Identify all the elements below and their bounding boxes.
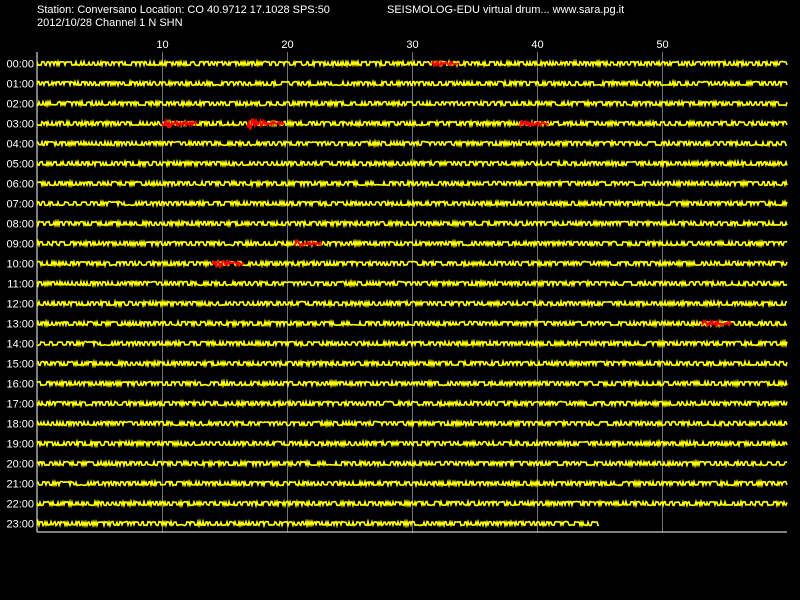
hour-label-0700: 07:00 (6, 199, 34, 211)
x-tick-label-30: 30 (406, 39, 418, 51)
trace-2300 (36, 518, 600, 529)
event-0300-2 (246, 118, 285, 130)
x-tick-label-10: 10 (156, 39, 168, 51)
trace-0600 (36, 178, 788, 189)
hour-label-1800: 18:00 (6, 419, 34, 431)
hour-label-1400: 14:00 (6, 339, 34, 351)
hour-label-1100: 11:00 (7, 279, 34, 291)
hour-label-0300: 03:00 (6, 119, 34, 131)
hour-label-0200: 02:00 (6, 99, 34, 111)
hour-label-1500: 15:00 (6, 359, 34, 371)
x-tick-label-20: 20 (281, 39, 293, 51)
station-info: Station: Conversano Location: CO 40.9712… (37, 4, 330, 16)
trace-1400 (36, 338, 788, 349)
trace-0700 (36, 198, 788, 209)
hour-label-0800: 08:00 (6, 219, 34, 231)
hour-label-0600: 06:00 (6, 179, 34, 191)
event-0300-1 (161, 117, 198, 130)
hour-label-1900: 19:00 (6, 439, 34, 451)
hour-label-2200: 22:00 (6, 499, 34, 511)
hour-label-1000: 10:00 (6, 259, 34, 271)
trace-1300 (36, 318, 788, 329)
x-tick-label-40: 40 (531, 39, 543, 51)
hour-label-1700: 17:00 (6, 399, 34, 411)
hour-label-0400: 04:00 (6, 139, 34, 151)
trace-0800 (36, 218, 788, 229)
trace-1600 (36, 378, 788, 389)
event-1000-5 (211, 259, 245, 269)
trace-2000 (36, 458, 787, 469)
trace-0900 (36, 238, 788, 249)
trace-2100 (37, 478, 788, 489)
x-tick-label-50: 50 (656, 39, 668, 51)
hour-label-2000: 20:00 (6, 459, 34, 471)
hour-label-1300: 13:00 (6, 319, 34, 331)
event-0900-4 (293, 238, 323, 249)
app-title: SEISMOLOG-EDU virtual drum... www.sara.p… (387, 4, 625, 16)
trace-0100 (36, 78, 788, 89)
trace-1700 (36, 398, 788, 409)
event-1300-6 (701, 318, 732, 329)
trace-0400 (36, 138, 788, 149)
hour-label-1600: 16:00 (6, 379, 34, 391)
hour-label-1200: 12:00 (6, 299, 34, 311)
trace-1100 (36, 278, 788, 289)
trace-1900 (36, 438, 788, 449)
trace-1000 (36, 258, 788, 269)
trace-0000 (36, 58, 788, 69)
trace-1200 (36, 298, 788, 309)
event-0300-3 (518, 118, 550, 129)
hour-label-0900: 09:00 (6, 239, 34, 251)
event-0000-0 (431, 59, 460, 69)
trace-1500 (36, 358, 788, 369)
hour-label-0500: 05:00 (6, 159, 34, 171)
trace-0300 (37, 118, 788, 129)
hour-label-0000: 00:00 (6, 59, 34, 71)
hour-label-0100: 01:00 (6, 79, 34, 91)
hour-label-2100: 21:00 (6, 479, 34, 491)
hour-label-2300: 23:00 (6, 519, 34, 531)
trace-2200 (36, 498, 788, 509)
trace-0200 (36, 98, 788, 109)
date-channel-info: 2012/10/28 Channel 1 N SHN (37, 17, 183, 29)
trace-1800 (36, 418, 788, 429)
trace-0500 (36, 158, 788, 169)
